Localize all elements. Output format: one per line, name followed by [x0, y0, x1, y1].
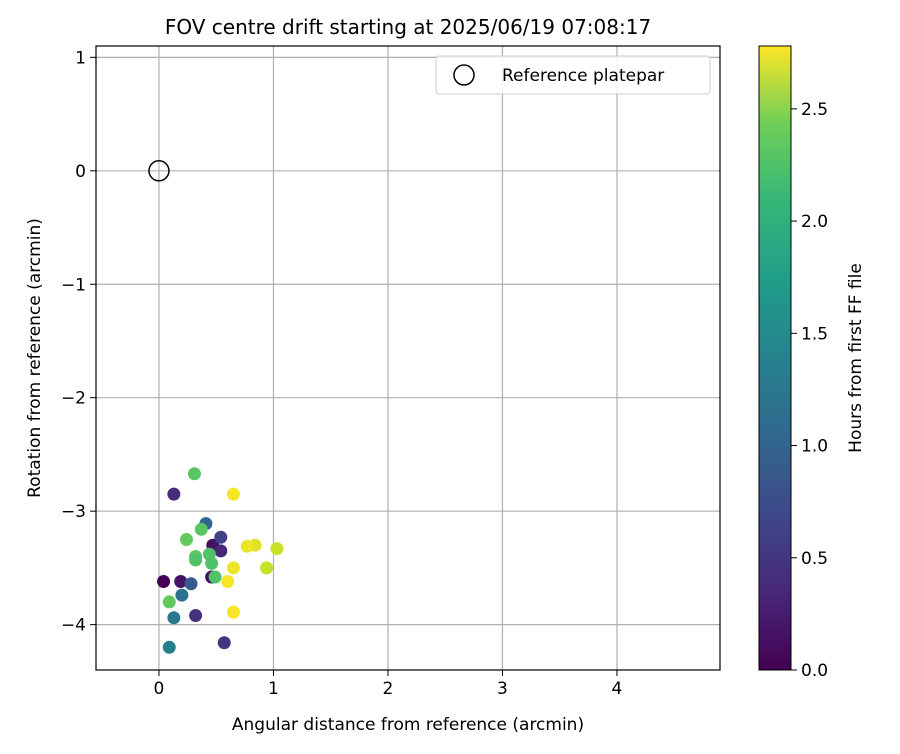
colorbar-label: Hours from first FF file: [846, 263, 866, 453]
y-tick-label: −3: [61, 502, 86, 522]
data-point: [240, 539, 254, 553]
x-axis: 0 1 2 3 4: [154, 670, 623, 699]
colorbar: 0.0 0.5 1.0 1.5 2.0 2.5 Hours from first FF f…: [758, 45, 866, 681]
y-tick-label: −2: [61, 389, 86, 409]
colorbar-tick-label: 0.5: [801, 549, 828, 569]
legend-box: [435, 55, 711, 95]
data-point: [174, 575, 188, 589]
y-axis-label: Rotation from reference (arcmin): [25, 218, 45, 498]
legend-entry-reference: Reference platepar: [502, 66, 664, 86]
reference-point: [148, 160, 170, 182]
data-point: [187, 467, 201, 481]
data-point: [226, 561, 240, 575]
colorbar-gradient: [758, 45, 792, 671]
data-point: [179, 533, 193, 547]
y-tick-label: −1: [61, 275, 86, 295]
data-point: [226, 605, 240, 619]
colorbar-tick-label: 1.5: [801, 324, 828, 344]
data-point: [208, 570, 222, 584]
x-axis-label: Angular distance from reference (arcmin): [232, 715, 584, 735]
y-tick-label: 0: [75, 162, 86, 182]
plot-frame: [95, 45, 721, 671]
data-point: [260, 561, 274, 575]
colorbar-tick-label: 1.0: [801, 437, 828, 457]
data-point: [167, 611, 181, 625]
data-point: [162, 640, 176, 654]
colorbar-tick-label: 2.0: [801, 212, 828, 232]
grid: [96, 46, 720, 670]
data-point: [189, 609, 203, 623]
data-point: [217, 636, 231, 650]
colorbar-tick-label: 2.5: [801, 100, 828, 120]
x-tick-label: 3: [497, 679, 508, 699]
data-point: [214, 544, 228, 558]
data-point: [167, 487, 181, 501]
colorbar-ticks: 0.0 0.5 1.0 1.5 2.0 2.5: [791, 100, 828, 681]
data-point: [270, 542, 284, 556]
y-axis: 1 0 −1 −2 −3 −4: [61, 48, 96, 636]
legend-marker-circle-icon: [453, 64, 475, 86]
data-point: [184, 577, 198, 591]
data-point: [214, 530, 228, 544]
data-point: [157, 575, 171, 589]
legend: Reference platepar: [435, 55, 711, 95]
data-point: [189, 553, 203, 567]
y-tick-label: 1: [75, 48, 86, 68]
data-point: [205, 556, 219, 570]
chart-title: FOV centre drift starting at 2025/06/19 …: [165, 15, 651, 39]
colorbar-tick-label: 0.0: [801, 661, 828, 681]
data-point: [194, 522, 208, 536]
x-tick-label: 1: [268, 679, 279, 699]
data-point: [162, 595, 176, 609]
data-points: [148, 160, 284, 654]
data-point: [226, 487, 240, 501]
x-tick-label: 2: [383, 679, 394, 699]
data-point: [221, 575, 235, 589]
x-tick-label: 0: [154, 679, 165, 699]
x-tick-label: 4: [612, 679, 623, 699]
data-point: [175, 588, 189, 602]
y-tick-label: −4: [61, 616, 86, 636]
